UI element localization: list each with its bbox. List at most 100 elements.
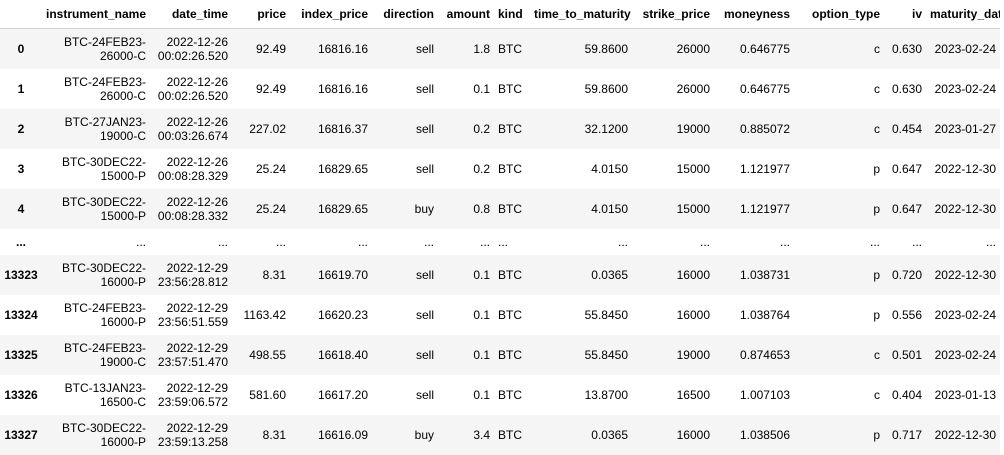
option-type-cell: p bbox=[873, 427, 880, 442]
price-cell: 25.24 bbox=[255, 201, 286, 216]
instrument-name-cell-line: BTC-30DEC22- bbox=[61, 260, 146, 275]
iv-cell: 0.720 bbox=[891, 267, 922, 282]
date-time-cell-line: 00:08:28.332 bbox=[157, 208, 228, 223]
amount-cell: 1.8 bbox=[473, 41, 490, 56]
instrument-name-cell-line: 16500-C bbox=[99, 394, 146, 409]
ellipsis-row: ........................................… bbox=[0, 229, 1000, 255]
index-price-cell: 16619.70 bbox=[317, 267, 368, 282]
moneyness-cell: 0.874653 bbox=[739, 347, 790, 362]
date-time-cell-line: 00:08:28.329 bbox=[157, 168, 228, 183]
instrument-name-cell: BTC-24FEB23- 16000-P bbox=[42, 295, 150, 335]
time-to-maturity-cell: 4.0150 bbox=[591, 201, 628, 216]
strike-price-cell: 19000 bbox=[676, 121, 710, 136]
date-time-cell-line: 2022-12-29 bbox=[166, 420, 228, 435]
moneyness-cell: 1.038731 bbox=[739, 267, 790, 282]
date-time-cell: ... bbox=[217, 234, 228, 249]
table-row: 2 BTC-27JAN23- 19000-C 2022-12-26 00:03:26.6… bbox=[0, 108, 1000, 149]
index-header bbox=[0, 0, 42, 29]
instrument-name-cell-line: BTC-30DEC22- bbox=[61, 194, 146, 209]
amount-cell: 0.1 bbox=[473, 267, 490, 282]
strike-price-cell: 16500 bbox=[676, 387, 710, 402]
iv-cell: 0.630 bbox=[891, 41, 922, 56]
date-time-cell-line: 23:59:06.572 bbox=[157, 394, 228, 409]
header-row: instrument_name date_time price index_pr… bbox=[0, 0, 1000, 29]
strike-price-cell: 16000 bbox=[676, 267, 710, 282]
kind-cell: BTC bbox=[498, 41, 522, 56]
instrument-name-cell-line: 15000-P bbox=[100, 208, 146, 223]
instrument-name-cell-line: BTC-24FEB23- bbox=[63, 34, 146, 49]
strike-price-cell: 16000 bbox=[676, 307, 710, 322]
kind-cell: BTC bbox=[498, 387, 522, 402]
table-row: 0 BTC-24FEB23- 26000-C 2022-12-26 00:02:26.5… bbox=[0, 28, 1000, 69]
direction-cell: sell bbox=[415, 347, 434, 362]
col-header-instrument-name: instrument_name bbox=[42, 0, 150, 29]
amount-cell: 0.1 bbox=[473, 387, 490, 402]
option-type-cell: c bbox=[874, 387, 880, 402]
price-cell: 92.49 bbox=[255, 81, 286, 96]
iv-cell: 0.647 bbox=[891, 161, 922, 176]
option-type-cell: c bbox=[874, 121, 880, 136]
date-time-cell-line: 2022-12-26 bbox=[166, 34, 228, 49]
col-header-date-time: date_time bbox=[150, 0, 232, 29]
direction-cell: sell bbox=[415, 161, 434, 176]
date-time-cell-line: 2022-12-26 bbox=[166, 154, 228, 169]
strike-price-cell: 19000 bbox=[676, 347, 710, 362]
moneyness-cell: 0.885072 bbox=[739, 121, 790, 136]
option-type-cell: p bbox=[873, 267, 880, 282]
maturity-date-cell: 2023-02-24 bbox=[934, 307, 996, 322]
table-body: 0 BTC-24FEB23- 26000-C 2022-12-26 00:02:26.5… bbox=[0, 28, 1000, 455]
date-time-cell-line: 23:59:13.258 bbox=[157, 434, 228, 449]
date-time-cell-line: 23:56:51.559 bbox=[157, 314, 228, 329]
date-time-cell: 2022-12-29 23:56:51.559 bbox=[150, 295, 232, 335]
col-header-amount: amount bbox=[438, 0, 494, 29]
date-time-cell: 2022-12-29 23:59:13.258 bbox=[150, 415, 232, 455]
maturity-date-cell: 2023-02-24 bbox=[934, 81, 996, 96]
kind-cell: BTC bbox=[498, 121, 522, 136]
kind-cell: BTC bbox=[498, 307, 522, 322]
time-to-maturity-cell: 0.0365 bbox=[591, 427, 628, 442]
maturity-date-cell: 2023-01-13 bbox=[934, 387, 996, 402]
instrument-name-cell-line: BTC-13JAN23- bbox=[64, 380, 146, 395]
row-index: ... bbox=[15, 234, 26, 249]
index-price-cell: 16617.20 bbox=[317, 387, 368, 402]
date-time-cell-line: 00:02:26.520 bbox=[157, 88, 228, 103]
strike-price-cell: 15000 bbox=[676, 161, 710, 176]
index-price-cell: 16829.65 bbox=[317, 161, 368, 176]
date-time-cell: 2022-12-26 00:02:26.520 bbox=[150, 29, 232, 69]
col-header-strike-price: strike_price bbox=[632, 0, 714, 29]
price-cell: ... bbox=[275, 234, 286, 249]
time-to-maturity-cell: 55.8450 bbox=[584, 347, 628, 362]
moneyness-cell: 1.007103 bbox=[739, 387, 790, 402]
strike-price-cell: 26000 bbox=[676, 41, 710, 56]
iv-cell: 0.404 bbox=[891, 387, 922, 402]
row-index: 2 bbox=[17, 121, 25, 136]
index-price-cell: 16816.16 bbox=[317, 81, 368, 96]
option-type-cell: p bbox=[873, 201, 880, 216]
instrument-name-cell-line: 26000-C bbox=[99, 88, 146, 103]
index-price-cell: 16618.40 bbox=[317, 347, 368, 362]
row-index: 3 bbox=[17, 161, 25, 176]
strike-price-cell: 16000 bbox=[676, 427, 710, 442]
table-row: 13327 BTC-30DEC22- 16000-P 2022-12-29 23:59:… bbox=[0, 414, 1000, 455]
time-to-maturity-cell: 59.8600 bbox=[584, 81, 628, 96]
option-type-cell: ... bbox=[869, 234, 880, 249]
col-header-maturity-date: maturity_date bbox=[926, 0, 1000, 29]
amount-cell: 0.1 bbox=[473, 307, 490, 322]
moneyness-cell: 1.038506 bbox=[739, 427, 790, 442]
date-time-cell: 2022-12-29 23:56:28.812 bbox=[150, 255, 232, 295]
date-time-cell: 2022-12-29 23:57:51.470 bbox=[150, 335, 232, 375]
kind-cell: BTC bbox=[498, 81, 522, 96]
amount-cell: 0.2 bbox=[473, 161, 490, 176]
instrument-name-cell-line: 16000-P bbox=[100, 434, 146, 449]
instrument-name-cell-line: BTC-27JAN23- bbox=[64, 114, 146, 129]
instrument-name-cell-line: 19000-C bbox=[99, 354, 146, 369]
date-time-cell-line: 23:56:28.812 bbox=[157, 274, 228, 289]
date-time-cell-line: 2022-12-29 bbox=[166, 340, 228, 355]
direction-cell: sell bbox=[415, 41, 434, 56]
instrument-name-cell-line: BTC-30DEC22- bbox=[61, 154, 146, 169]
direction-cell: ... bbox=[423, 234, 434, 249]
row-index: 4 bbox=[17, 201, 25, 216]
table-row: 4 BTC-30DEC22- 15000-P 2022-12-26 00:08:28.3… bbox=[0, 188, 1000, 229]
row-index: 1 bbox=[17, 81, 25, 96]
table-row: 13324 BTC-24FEB23- 16000-P 2022-12-29 23:56:… bbox=[0, 295, 1000, 335]
